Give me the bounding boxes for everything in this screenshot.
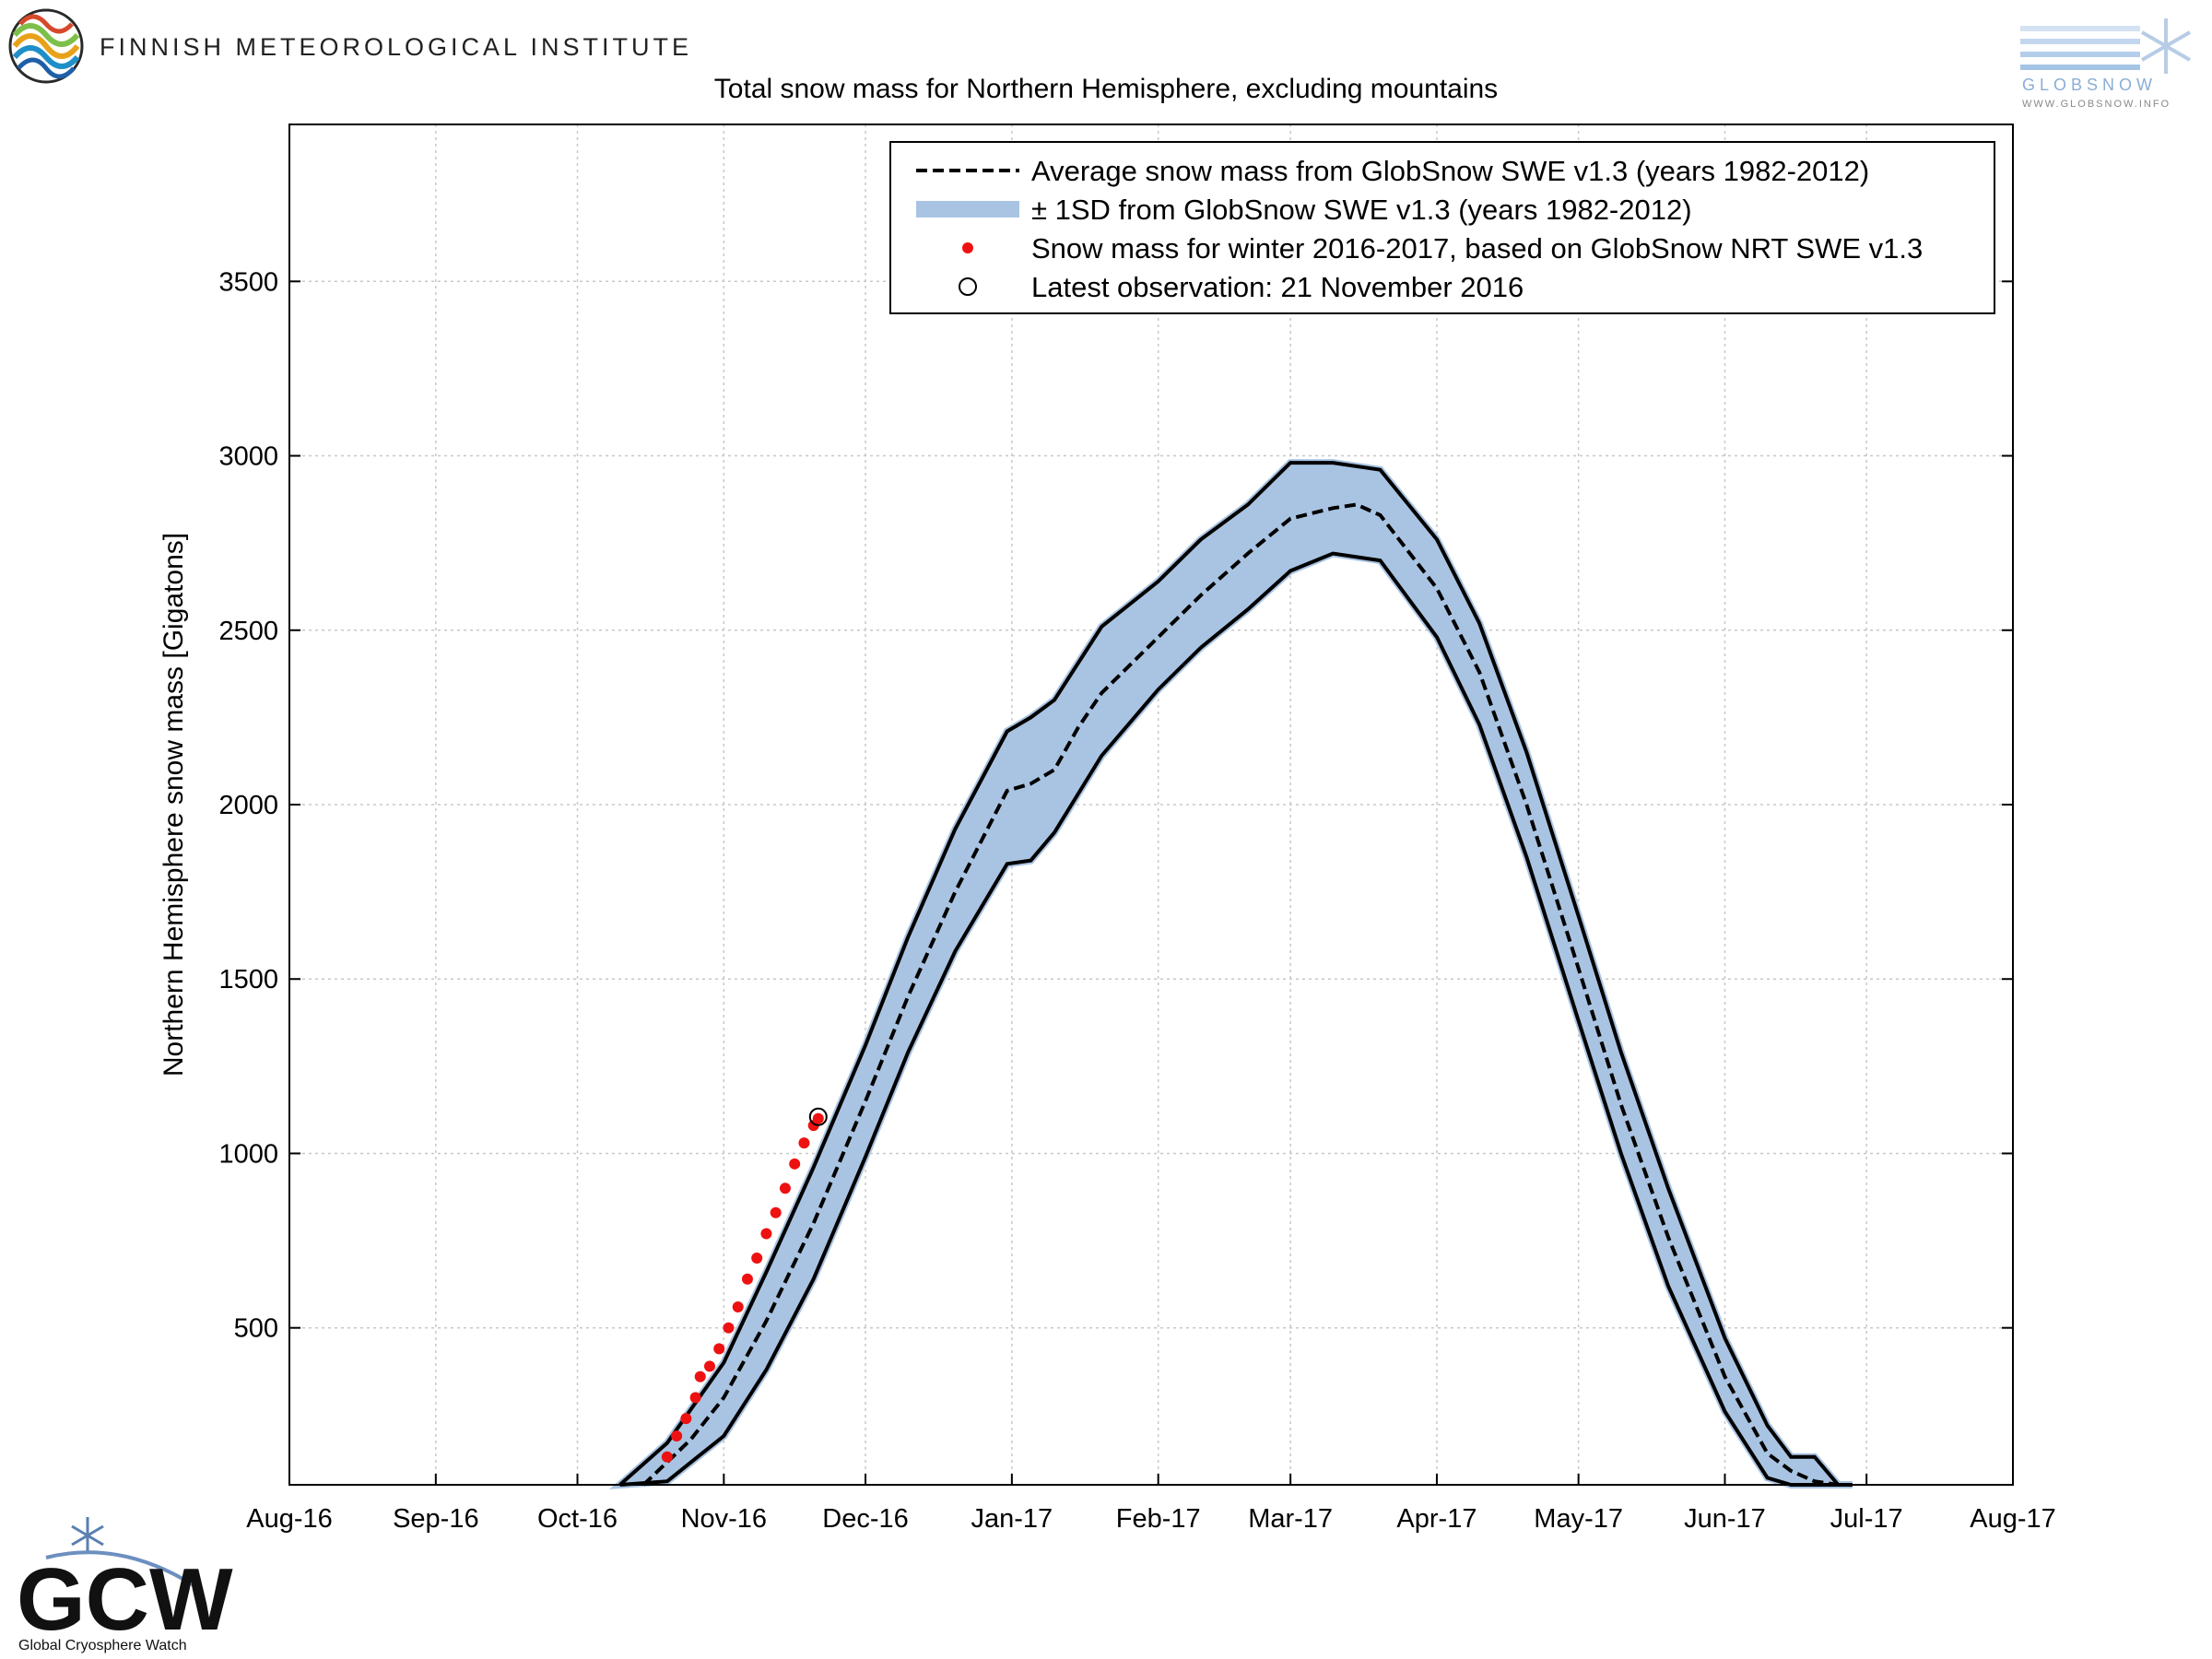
observation-point	[741, 1273, 753, 1285]
y-tick-label: 1500	[218, 965, 278, 994]
y-tick-label: 3500	[218, 267, 278, 297]
observation-point	[703, 1360, 715, 1372]
y-axis-label: Northern Hemisphere snow mass [Gigatons]	[159, 533, 189, 1077]
observations-layer	[661, 1107, 828, 1463]
observation-point	[798, 1137, 810, 1149]
x-tick-label: Jan-17	[971, 1504, 1053, 1534]
x-tick-label: Nov-16	[681, 1504, 768, 1534]
observation-point	[661, 1451, 673, 1463]
x-tick-label: Jul-17	[1830, 1504, 1903, 1534]
observation-point	[760, 1228, 772, 1240]
snowflake-icon	[71, 1517, 104, 1554]
x-tick-label: Aug-17	[1970, 1504, 2056, 1534]
observation-point	[713, 1343, 725, 1355]
legend-box	[889, 141, 1995, 314]
x-tick-label: Dec-16	[822, 1504, 909, 1534]
x-tick-label: Jun-17	[1684, 1504, 1766, 1534]
observation-point	[812, 1112, 824, 1124]
gcw-logo: GCW Global Cryosphere Watch	[17, 1517, 233, 1653]
observation-point	[680, 1413, 692, 1425]
legend-entry-label: Snow mass for winter 2016-2017, based on…	[1031, 232, 1923, 265]
snowflake-icon	[2141, 18, 2191, 74]
sd-lower-line	[619, 551, 1853, 1487]
legend-entry-label: ± 1SD from GlobSnow SWE v1.3 (years 1982…	[1031, 194, 1692, 226]
observation-point	[671, 1430, 683, 1442]
globsnow-logo: GLOBSNOW WWW.GLOBSNOW.INFO	[2020, 18, 2191, 110]
gcw-name: Global Cryosphere Watch	[18, 1638, 187, 1653]
x-tick-label: Apr-17	[1396, 1504, 1477, 1534]
sd-band	[609, 459, 1853, 1489]
observation-point	[770, 1206, 782, 1218]
x-tick-label: Sep-16	[393, 1504, 479, 1534]
observation-point	[689, 1392, 701, 1404]
legend: Average snow mass from GlobSnow SWE v1.3…	[889, 141, 1995, 314]
legend-entry-label: Latest observation: 21 November 2016	[1031, 271, 1524, 303]
x-tick-label: May-17	[1534, 1504, 1623, 1534]
x-tick-label: Feb-17	[1116, 1504, 1201, 1534]
globsnow-logo-text: GLOBSNOW	[2022, 76, 2157, 94]
y-tick-label: 500	[234, 1314, 278, 1344]
average-line	[641, 502, 1839, 1487]
observation-point	[751, 1253, 763, 1264]
x-tick-label: Aug-16	[246, 1504, 333, 1534]
y-tick-label: 3000	[218, 442, 278, 472]
x-tick-label: Mar-17	[1248, 1504, 1333, 1534]
grid-lines	[288, 124, 2014, 1485]
legend-swatch-observations	[962, 242, 973, 253]
observation-point	[779, 1182, 791, 1194]
observation-point	[694, 1371, 706, 1382]
latest-observation-marker	[808, 1107, 828, 1126]
y-tick-label: 1000	[218, 1139, 278, 1169]
x-tick-label: Oct-16	[537, 1504, 618, 1534]
sd-upper-line	[618, 461, 1853, 1487]
sd-band-layer	[609, 459, 1853, 1489]
institute-name: FINNISH METEOROLOGICAL INSTITUTE	[100, 33, 693, 61]
legend-entry-label: Average snow mass from GlobSnow SWE v1.3…	[1031, 155, 1869, 187]
fmi-logo	[8, 8, 84, 84]
chart-title: Total snow mass for Northern Hemisphere,…	[713, 74, 1499, 104]
observation-point	[723, 1322, 735, 1334]
y-tick-label: 2000	[218, 791, 278, 820]
series-lines-layer	[618, 461, 1853, 1487]
observation-point	[732, 1300, 744, 1312]
legend-swatch-latest	[959, 277, 977, 296]
gcw-acronym: GCW	[17, 1550, 233, 1649]
axes-layer: Aug-16 Sep-16 Oct-16 Nov-16 Dec-16 Jan-17 Feb-…	[218, 267, 2055, 1534]
legend-swatch-sd-band	[916, 201, 1019, 218]
y-tick-label: 2500	[218, 617, 278, 646]
globsnow-url: WWW.GLOBSNOW.INFO	[2022, 99, 2171, 110]
observation-point	[789, 1158, 801, 1170]
header: FINNISH METEOROLOGICAL INSTITUTE Total s…	[0, 0, 2212, 111]
